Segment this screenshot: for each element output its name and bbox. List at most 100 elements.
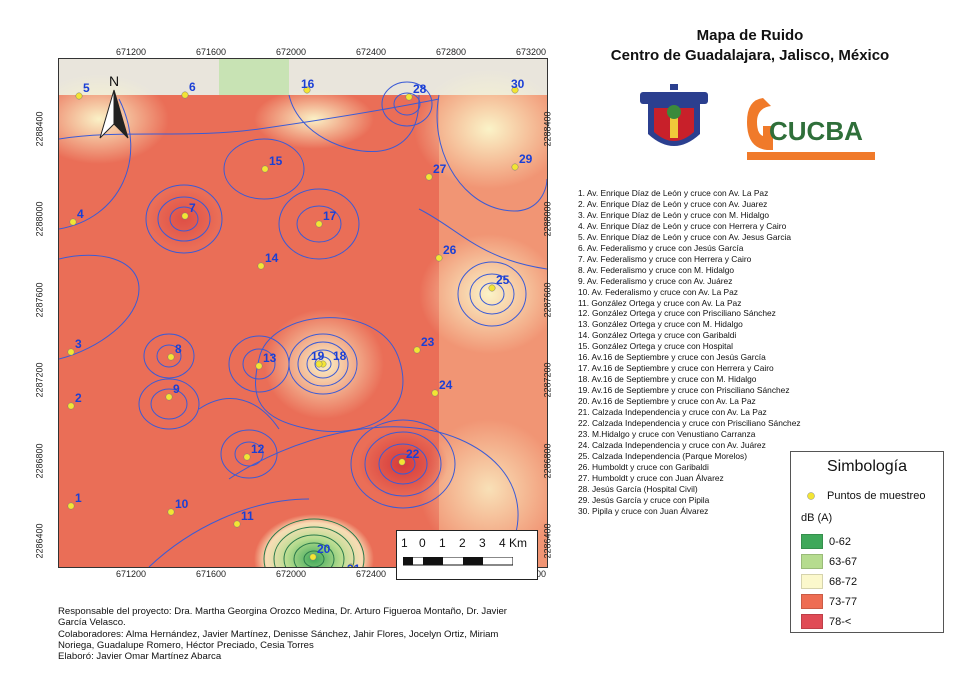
sample-point-marker[interactable] [181,91,189,99]
contour-lines-south [263,518,365,567]
title-line-1: Mapa de Ruido [696,27,804,44]
sample-point-label: 3 [75,337,82,351]
sample-point-label: 7 [189,201,196,215]
legend-swatch [801,554,823,569]
sample-point-label: 13 [263,351,277,365]
sample-point-marker[interactable] [405,93,413,101]
sample-point-list-item: 4. Av. Enrique Díaz de León y cruce con … [578,220,787,231]
x-coordinate-label: 673200 [515,47,547,57]
sample-point-label: 23 [421,335,435,349]
sample-point-label: 24 [439,378,453,392]
sample-point-icon [807,492,815,500]
legend-unit-label: dB (A) [801,512,833,524]
legend-points-label: Puntos de muestreo [827,490,926,502]
sample-point-label: 1 [75,491,82,505]
x-coordinate-label: 672000 [275,47,307,57]
sample-point-list-item: 22. Calzada Independencia y cruce con Pr… [578,418,801,429]
sample-point-label: 8 [175,342,182,356]
cucba-logo-text: CUCBA [769,116,863,146]
sample-point-marker[interactable] [67,402,75,410]
sample-point-marker[interactable] [181,212,189,220]
sample-point-marker[interactable] [243,453,251,461]
legend-unit: dB (A) [801,512,832,524]
y-coordinate-label: 2288400 [542,111,553,147]
sample-point-marker[interactable] [167,508,175,516]
y-coordinate-label: 2287200 [34,362,45,398]
sample-point-label: 30 [511,77,525,91]
sample-point-marker[interactable] [431,389,439,397]
y-coordinate-label: 2286400 [542,523,553,559]
legend-swatch [801,534,823,549]
sample-point-marker[interactable] [435,254,443,262]
sample-point-marker[interactable] [413,346,421,354]
sample-point-list-item: 24. Calzada Independencia y cruce con Av… [578,439,766,450]
sample-point-marker[interactable] [233,520,241,528]
y-coordinate-label: 2287600 [34,282,45,318]
noise-map-canvas: 1234567891011121314151617181920212223242… [59,59,547,567]
sample-point-marker[interactable] [303,86,311,94]
scale-label: 3 [479,536,486,550]
north-label: N [109,74,119,89]
sample-point-list-item: 21. Calzada Independencia y cruce con Av… [578,407,767,418]
x-coordinate-label: 671600 [195,47,227,57]
sample-point-marker[interactable] [67,502,75,510]
sample-point-list-item: 3. Av. Enrique Díaz de León y cruce con … [578,209,770,220]
sample-point-label: 28 [413,82,427,96]
sample-point-label: 19 [311,349,325,363]
sample-point-marker[interactable] [257,262,265,270]
sample-point-label: 12 [251,442,265,456]
sample-point-marker[interactable] [488,284,496,292]
sample-point-marker[interactable] [315,220,323,228]
sample-point-label: 5 [83,81,90,95]
sample-point-marker[interactable] [315,360,323,368]
legend-class-row: 73-77 [801,594,857,609]
sample-point-marker[interactable] [255,362,263,370]
sample-point-list-item: 6. Av. Federalismo y cruce con Jesús Gar… [578,242,744,253]
sample-point-list-item: 17. Av.16 de Septiembre y cruce con Herr… [578,363,774,374]
sample-point-list-item: 26. Humboldt y cruce con Garibaldi [578,461,709,472]
scale-label: 2 [459,536,466,550]
x-coordinate-label: 672400 [355,47,387,57]
sample-point-label: 16 [301,77,315,91]
credits-line: García Velasco. [58,617,126,629]
y-coordinate-label: 2286800 [542,443,553,479]
sample-point-list-item: 16. Av.16 de Septiembre y cruce con Jesú… [578,352,766,363]
x-coordinate-label: 671200 [115,569,147,579]
sample-point-label: 20 [317,542,331,556]
sample-point-marker[interactable] [398,458,406,466]
sample-point-list-item: 27. Humboldt y cruce con Juan Álvarez [578,472,724,483]
legend-swatch [801,614,823,629]
y-coordinate-label: 2287200 [542,362,553,398]
sample-point-marker[interactable] [165,393,173,401]
sample-point-list-item: 2. Av. Enrique Díaz de León y cruce con … [578,198,768,209]
sample-point-list-item: 15. González Ortega y cruce con Hospital [578,341,734,352]
legend-swatch [801,594,823,609]
credits-line: Elaboró: Javier Omar Martínez Abarca [58,651,222,663]
sample-point-marker[interactable] [309,553,317,561]
sample-point-label: 26 [443,243,457,257]
sample-point-marker[interactable] [167,353,175,361]
legend-class-label: 78-< [829,615,852,628]
sample-point-marker[interactable] [511,86,519,94]
sample-point-list-item: 12. González Ortega y cruce con Priscili… [578,308,776,319]
sample-point-list-item: 10. Av. Federalismo y cruce con Av. La P… [578,286,738,297]
noise-map[interactable]: 1234567891011121314151617181920212223242… [58,58,548,568]
sample-point-marker[interactable] [425,173,433,181]
map-title: Mapa de Ruido Centro de Guadalajara, Jal… [590,26,910,66]
sample-point-marker[interactable] [75,92,83,100]
sample-point-marker[interactable] [67,348,75,356]
sample-point-marker[interactable] [261,165,269,173]
sample-point-marker[interactable] [511,163,519,171]
credits-line: Responsable del proyecto: Dra. Martha Ge… [58,606,507,617]
sample-point-marker[interactable] [69,218,77,226]
sample-point-label: 18 [333,349,347,363]
scale-label: 1 [439,536,446,550]
legend-swatch [801,574,823,589]
x-coordinate-label: 672400 [355,569,387,579]
x-coordinate-label: 671200 [115,47,147,57]
y-coordinate-label: 2286400 [34,523,45,559]
y-coordinate-label: 2287600 [542,282,553,318]
legend-class-row: 68-72 [801,574,857,589]
sample-point-list-item: 25. Calzada Independencia (Parque Morelo… [578,450,748,461]
scale-label: 0 [419,536,426,550]
